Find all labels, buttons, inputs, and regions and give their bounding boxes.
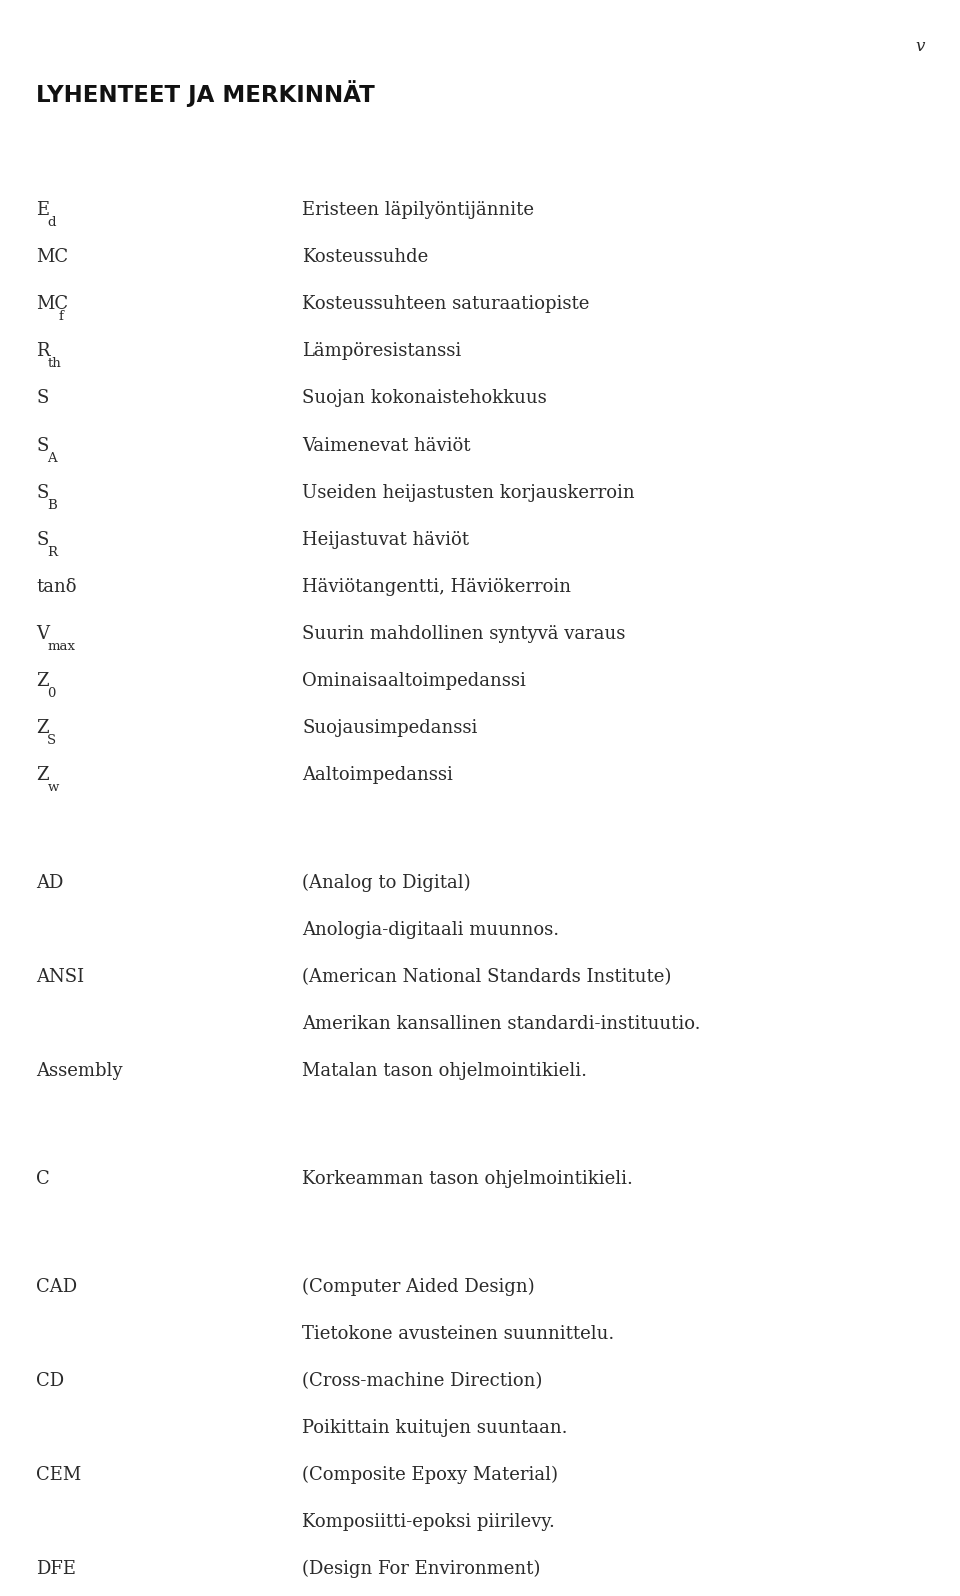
Text: Assembly: Assembly: [36, 1061, 123, 1080]
Text: V: V: [36, 624, 50, 643]
Text: LYHENTEET JA MERKINNÄT: LYHENTEET JA MERKINNÄT: [36, 80, 375, 107]
Text: Ominaisaaltoimpedanssi: Ominaisaaltoimpedanssi: [302, 672, 526, 689]
Text: E: E: [36, 201, 50, 219]
Text: ANSI: ANSI: [36, 967, 84, 986]
Text: R: R: [36, 343, 50, 361]
Text: MC: MC: [36, 295, 68, 313]
Text: tanδ: tanδ: [36, 578, 77, 595]
Text: AD: AD: [36, 873, 64, 892]
Text: CAD: CAD: [36, 1277, 78, 1296]
Text: Z: Z: [36, 766, 49, 784]
Text: max: max: [47, 640, 75, 653]
Text: DFE: DFE: [36, 1559, 77, 1578]
Text: v: v: [915, 38, 924, 56]
Text: (Design For Environment): (Design For Environment): [302, 1559, 540, 1578]
Text: S: S: [36, 436, 49, 455]
Text: CEM: CEM: [36, 1465, 82, 1484]
Text: Useiden heijastusten korjauskerroin: Useiden heijastusten korjauskerroin: [302, 484, 635, 501]
Text: Poikittain kuitujen suuntaan.: Poikittain kuitujen suuntaan.: [302, 1419, 568, 1436]
Text: (Computer Aided Design): (Computer Aided Design): [302, 1277, 535, 1296]
Text: S: S: [36, 484, 49, 501]
Text: (Analog to Digital): (Analog to Digital): [302, 873, 471, 892]
Text: R: R: [47, 546, 58, 559]
Text: (Composite Epoxy Material): (Composite Epoxy Material): [302, 1465, 559, 1484]
Text: S: S: [36, 389, 49, 407]
Text: MC: MC: [36, 249, 68, 267]
Text: Komposiitti-epoksi piirilevy.: Komposiitti-epoksi piirilevy.: [302, 1513, 555, 1531]
Text: Korkeamman tason ohjelmointikieli.: Korkeamman tason ohjelmointikieli.: [302, 1170, 634, 1187]
Text: 0: 0: [47, 686, 56, 701]
Text: A: A: [47, 452, 57, 464]
Text: S: S: [36, 530, 49, 549]
Text: Matalan tason ohjelmointikieli.: Matalan tason ohjelmointikieli.: [302, 1061, 588, 1080]
Text: Suojan kokonaistehokkuus: Suojan kokonaistehokkuus: [302, 389, 547, 407]
Text: B: B: [47, 498, 57, 512]
Text: (American National Standards Institute): (American National Standards Institute): [302, 967, 672, 986]
Text: Z: Z: [36, 718, 49, 737]
Text: Aaltoimpedanssi: Aaltoimpedanssi: [302, 766, 453, 784]
Text: Suojausimpedanssi: Suojausimpedanssi: [302, 718, 478, 737]
Text: w: w: [47, 780, 59, 795]
Text: Vaimenevat häviöt: Vaimenevat häviöt: [302, 436, 471, 455]
Text: Häviötangentti, Häviökerroin: Häviötangentti, Häviökerroin: [302, 578, 571, 595]
Text: Amerikan kansallinen standardi-instituutio.: Amerikan kansallinen standardi-instituut…: [302, 1015, 701, 1033]
Text: Kosteussuhde: Kosteussuhde: [302, 249, 429, 267]
Text: S: S: [47, 734, 57, 747]
Text: Lämpöresistanssi: Lämpöresistanssi: [302, 343, 462, 361]
Text: Anologia-digitaali muunnos.: Anologia-digitaali muunnos.: [302, 921, 560, 938]
Text: Tietokone avusteinen suunnittelu.: Tietokone avusteinen suunnittelu.: [302, 1325, 614, 1342]
Text: f: f: [59, 310, 63, 324]
Text: d: d: [47, 215, 56, 230]
Text: C: C: [36, 1170, 50, 1187]
Text: Kosteussuhteen saturaatiopiste: Kosteussuhteen saturaatiopiste: [302, 295, 589, 313]
Text: Suurin mahdollinen syntyvä varaus: Suurin mahdollinen syntyvä varaus: [302, 624, 626, 643]
Text: Heijastuvat häviöt: Heijastuvat häviöt: [302, 530, 469, 549]
Text: Z: Z: [36, 672, 49, 689]
Text: CD: CD: [36, 1371, 64, 1390]
Text: Eristeen läpilyöntijännite: Eristeen läpilyöntijännite: [302, 201, 535, 219]
Text: th: th: [47, 358, 61, 370]
Text: (Cross-machine Direction): (Cross-machine Direction): [302, 1371, 542, 1390]
